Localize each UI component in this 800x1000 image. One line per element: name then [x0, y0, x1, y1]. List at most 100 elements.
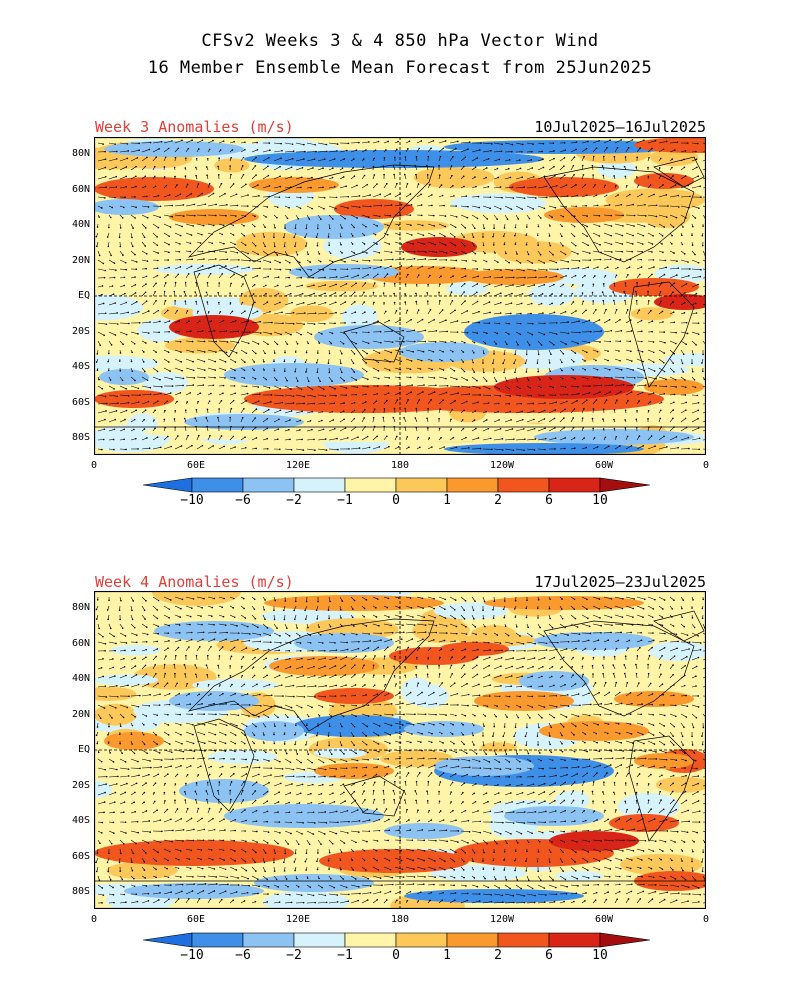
anomaly-region: [99, 369, 149, 385]
lon-tick-label: 120E: [285, 914, 311, 925]
colorbar-box: [293, 932, 346, 948]
lon-tick-label: 0: [90, 914, 98, 925]
colorbar-tick-label: −10: [180, 948, 204, 963]
anomaly-region: [169, 691, 259, 711]
anomaly-mottle: [110, 644, 162, 656]
lat-tick-label: 60S: [71, 396, 90, 408]
anomaly-region: [609, 278, 699, 296]
anomaly-region: [504, 806, 604, 826]
anomaly-region: [519, 671, 589, 691]
colorbar-box: [344, 477, 397, 493]
colorbar-box: [191, 932, 244, 948]
anomaly-region: [439, 642, 509, 656]
anomaly-mottle: [605, 188, 705, 212]
colorbar-arrow-low: [142, 932, 193, 948]
coastline: [187, 164, 435, 278]
colorbar-box: [395, 932, 448, 948]
lat-tick-label: 20N: [71, 254, 90, 266]
colorbar-box: [242, 477, 295, 493]
anomaly-mottle: [262, 891, 350, 909]
colorbar-box: [191, 477, 244, 493]
map-frame: [94, 591, 706, 909]
panel2-date-range: 17Jul2025—23Jul2025: [534, 573, 706, 591]
lat-tick-label: 40N: [71, 219, 90, 230]
anomaly-region: [549, 831, 639, 851]
lat-tick-label: 60S: [71, 850, 90, 862]
anomaly-mottle: [235, 231, 308, 257]
anomaly-mottle: [433, 602, 508, 620]
lon-tick-label: 60E: [186, 460, 206, 471]
colorbar-tick-label: 1: [443, 948, 451, 963]
lon-tick-label: 60E: [186, 914, 206, 925]
panel1-map: [94, 137, 706, 455]
coastline: [343, 321, 405, 363]
panel2-title: Week 4 Anomalies (m/s): [95, 573, 294, 591]
anomaly-mottle: [142, 372, 189, 394]
anomaly-region: [644, 379, 704, 395]
anomaly-region: [249, 177, 339, 193]
lon-tick-label: 120W: [489, 914, 515, 925]
anomaly-mottle: [663, 353, 706, 367]
anomaly-region: [314, 688, 394, 704]
lon-tick-label: 120E: [285, 460, 311, 471]
lat-tick-label: 20S: [71, 779, 90, 791]
anomaly-mottle: [380, 750, 454, 768]
lon-tick-label: 180: [390, 460, 410, 471]
anomaly-region: [534, 632, 654, 650]
figure-title-line1: CFSv2 Weeks 3 & 4 850 hPa Vector Wind: [201, 31, 599, 51]
colorbar-tick-label: 10: [592, 493, 608, 508]
colorbar-tick-label: 2: [494, 493, 502, 508]
lon-tick-label: 0: [702, 460, 710, 471]
lat-tick-label: 40N: [71, 673, 90, 684]
anomaly-region: [94, 199, 159, 215]
lat-tick-label: 80N: [71, 148, 90, 159]
panel2-map: [94, 591, 706, 909]
anomaly-mottle: [555, 870, 604, 882]
anomaly-mottle: [379, 220, 450, 231]
anomaly-region: [534, 429, 694, 445]
colorbar-tick-label: 0: [392, 948, 400, 963]
anomaly-mottle: [313, 747, 367, 759]
colorbar-box: [446, 477, 499, 493]
colorbar-tick-label: −10: [180, 493, 204, 508]
coastline: [193, 718, 255, 812]
anomaly-mottle: [554, 790, 590, 810]
anomaly-mottle: [446, 282, 489, 296]
lon-tick-label: 120W: [489, 460, 515, 471]
anomaly-region: [444, 443, 644, 455]
wind-vectors: [95, 139, 706, 452]
anomaly-region: [539, 721, 649, 741]
colorbar-tick-label: 6: [545, 493, 553, 508]
anomaly-mottle: [413, 166, 495, 189]
lon-tick-label: 0: [90, 460, 98, 471]
colorbar-box: [548, 477, 601, 493]
coastline: [653, 156, 705, 188]
colorbar-tick-label: 2: [494, 948, 502, 963]
anomaly-region: [444, 140, 684, 154]
anomaly-region: [319, 849, 469, 873]
anomaly-region: [484, 596, 644, 610]
anomaly-mottle: [207, 750, 278, 764]
anomaly-region: [634, 753, 694, 769]
anomaly-mottle: [617, 792, 680, 821]
colorbar-tick-label: 10: [592, 948, 608, 963]
panel2-colorbar: [142, 932, 651, 948]
colorbar-tick-label: −6: [235, 948, 251, 963]
anomaly-mottle: [94, 686, 137, 701]
anomaly-mottle: [154, 263, 255, 275]
coastline: [628, 735, 695, 842]
coastline: [343, 775, 405, 817]
lat-tick-label: EQ: [77, 290, 90, 301]
colorbar-tick-label: 6: [545, 948, 553, 963]
colorbar-box: [395, 477, 448, 493]
anomaly-region: [269, 656, 379, 676]
anomaly-region: [264, 595, 444, 611]
anomaly-region: [509, 177, 619, 197]
anomaly-region: [401, 237, 477, 257]
lat-tick-label: 20N: [71, 708, 90, 720]
anomaly-region: [399, 342, 489, 362]
anomaly-mottle: [412, 617, 470, 643]
lat-tick-label: 60N: [71, 183, 90, 195]
anomaly-mottle: [449, 194, 545, 212]
colorbar-box: [293, 477, 346, 493]
